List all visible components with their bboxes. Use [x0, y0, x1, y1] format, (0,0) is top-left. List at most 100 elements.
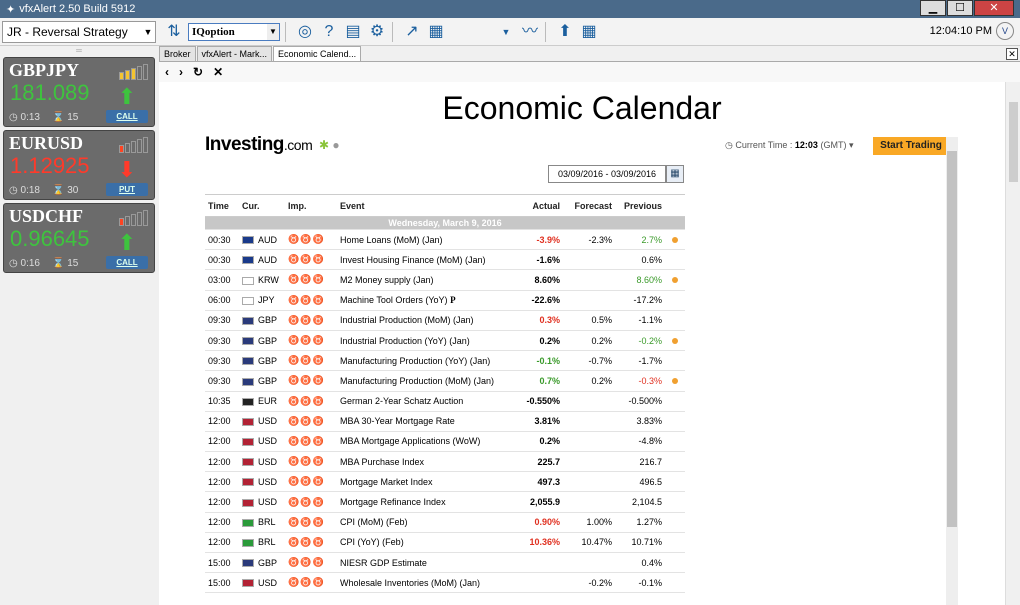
- forward-icon[interactable]: ›: [179, 65, 183, 79]
- cell-event[interactable]: Invest Housing Finance (MoM) (Jan): [337, 249, 523, 271]
- event-name[interactable]: Mortgage Market Index: [340, 476, 433, 487]
- col-event[interactable]: Event: [337, 194, 523, 217]
- signal-call-button[interactable]: CALL: [106, 110, 148, 123]
- chrome-icon[interactable]: ◎: [298, 22, 312, 40]
- event-name[interactable]: Home Loans (MoM) (Jan): [340, 234, 443, 245]
- event-name[interactable]: Invest Housing Finance (MoM) (Jan): [340, 254, 486, 265]
- maximize-button[interactable]: ☐: [947, 0, 973, 16]
- calendar-picker-icon[interactable]: ▦: [666, 165, 684, 183]
- calendar-icon[interactable]: ▦: [428, 22, 444, 40]
- event-name[interactable]: MBA Purchase Index: [340, 456, 425, 467]
- investing-logo[interactable]: Investing.com: [205, 134, 313, 156]
- event-name[interactable]: MBA Mortgage Applications (WoW): [340, 436, 481, 447]
- signal-arrow-icon[interactable]: ↗: [405, 22, 419, 40]
- table-row[interactable]: 10:35 EUR ♉♉♉ German 2-Year Schatz Auction -…: [205, 391, 685, 412]
- cell-event[interactable]: CPI (MoM) (Feb): [337, 512, 523, 533]
- panel-grip-icon[interactable]: ═: [76, 46, 82, 55]
- cell-event[interactable]: Manufacturing Production (YoY) (Jan): [337, 350, 523, 372]
- table-row[interactable]: 12:00 USD ♉♉♉ MBA Mortgage Applications (Wo…: [205, 431, 685, 453]
- vfx-logo-icon[interactable]: V: [996, 22, 1014, 40]
- cell-event[interactable]: Machine Tool Orders (YoY) P: [337, 290, 523, 311]
- settings-icon[interactable]: ⚙: [369, 22, 385, 40]
- col-time[interactable]: Time: [205, 194, 239, 217]
- event-name[interactable]: Wholesale Inventories (MoM) (Jan): [340, 577, 481, 588]
- table-row[interactable]: 03:00 KRW ♉♉♉ M2 Money supply (Jan) 8.60% 8.6…: [205, 269, 685, 291]
- broker-select[interactable]: IQoption ▼: [188, 22, 280, 41]
- cell-event[interactable]: MBA Purchase Index: [337, 451, 523, 473]
- col-forecast[interactable]: Forecast: [563, 194, 615, 217]
- table-row[interactable]: 09:30 GBP ♉♉♉ Manufacturing Production (MoM…: [205, 370, 685, 392]
- table-row[interactable]: 12:00 USD ♉♉♉ Mortgage Market Index 497.3 496…: [205, 471, 685, 493]
- table-row[interactable]: 12:00 USD ♉♉♉ MBA 30-Year Mortgage Rate 3.81…: [205, 411, 685, 432]
- cell-event[interactable]: Mortgage Market Index: [337, 471, 523, 493]
- minimize-button[interactable]: ▁: [920, 0, 946, 16]
- event-name[interactable]: CPI (YoY) (Feb): [340, 537, 404, 548]
- signal-card-eurusd[interactable]: EURUSD 1.12925 ⬇ ◷ 0:18 ⌛ 30 PUT: [3, 130, 155, 200]
- signal-card-gbpjpy[interactable]: GBPJPY 181.089 ⬆ ◷ 0:13 ⌛ 15 CALL: [3, 57, 155, 127]
- event-name[interactable]: MBA 30-Year Mortgage Rate: [340, 416, 455, 427]
- signal-call-button[interactable]: CALL: [106, 256, 148, 269]
- back-icon[interactable]: ‹: [165, 65, 169, 79]
- sort-icon[interactable]: ⇅: [167, 22, 181, 40]
- table-row[interactable]: 09:30 GBP ♉♉♉ Industrial Production (YoY) (…: [205, 330, 685, 352]
- stop-icon[interactable]: ✕: [213, 65, 224, 79]
- page-scrollbar[interactable]: [1005, 82, 1020, 605]
- android-icon[interactable]: ✱ ●: [319, 138, 340, 152]
- cell-event[interactable]: M2 Money supply (Jan): [337, 269, 523, 291]
- event-name[interactable]: Industrial Production (YoY) (Jan): [340, 335, 470, 346]
- chevron-down-icon[interactable]: ▼: [501, 26, 511, 37]
- table-row[interactable]: 12:00 BRL ♉♉♉ CPI (MoM) (Feb) 0.90% 1.00% 1.27…: [205, 512, 685, 533]
- close-button[interactable]: ✕: [974, 0, 1014, 16]
- news-icon[interactable]: ▤: [345, 22, 361, 40]
- table-row[interactable]: 12:00 USD ♉♉♉ Mortgage Refinance Index 2,055…: [205, 491, 685, 513]
- upload-icon[interactable]: ⬆: [558, 22, 572, 40]
- grid-icon[interactable]: ▦: [581, 22, 597, 40]
- table-row[interactable]: 15:00 USD ♉♉♉ Wholesale Inventories (MoM) (…: [205, 572, 685, 594]
- event-name[interactable]: Manufacturing Production (YoY) (Jan): [340, 355, 491, 366]
- close-tab-icon[interactable]: ✕: [1006, 48, 1018, 60]
- tab-broker[interactable]: Broker: [159, 46, 196, 61]
- help-icon[interactable]: ?: [324, 22, 334, 40]
- event-name[interactable]: Mortgage Refinance Index: [340, 497, 446, 508]
- strategy-select[interactable]: JR - Reversal Strategy ▼: [2, 20, 156, 43]
- cell-event[interactable]: Industrial Production (MoM) (Jan): [337, 310, 523, 331]
- date-range-field[interactable]: 03/09/2016 - 03/09/2016: [548, 165, 666, 183]
- table-row[interactable]: 12:00 BRL ♉♉♉ CPI (YoY) (Feb) 10.36% 10.47% 10…: [205, 532, 685, 554]
- chart-line-icon[interactable]: 〰: [521, 22, 538, 40]
- cell-event[interactable]: MBA 30-Year Mortgage Rate: [337, 411, 523, 432]
- tab-economic-calendar[interactable]: Economic Calend...: [273, 46, 362, 61]
- cell-event[interactable]: Wholesale Inventories (MoM) (Jan): [337, 572, 523, 594]
- cell-event[interactable]: Mortgage Refinance Index: [337, 491, 523, 513]
- col-currency[interactable]: Cur.: [239, 194, 285, 217]
- event-name[interactable]: M2 Money supply (Jan): [340, 274, 434, 285]
- apple-icon[interactable]: ●: [332, 138, 340, 152]
- scroll-thumb[interactable]: [947, 151, 957, 527]
- cell-event[interactable]: CPI (YoY) (Feb): [337, 532, 523, 554]
- cell-event[interactable]: German 2-Year Schatz Auction: [337, 391, 523, 412]
- start-trading-button[interactable]: Start Trading: [873, 137, 949, 155]
- table-row[interactable]: 15:00 GBP ♉♉♉ NIESR GDP Estimate 0.4%: [205, 552, 685, 574]
- table-row[interactable]: 09:30 GBP ♉♉♉ Manufacturing Production (YoY…: [205, 350, 685, 372]
- event-name[interactable]: CPI (MoM) (Feb): [340, 517, 408, 528]
- table-row[interactable]: 12:00 USD ♉♉♉ MBA Purchase Index 225.7 216.7: [205, 451, 685, 473]
- table-row[interactable]: 09:30 GBP ♉♉♉ Industrial Production (MoM) (…: [205, 310, 685, 331]
- tab-market[interactable]: vfxAlert - Mark...: [196, 46, 273, 61]
- refresh-icon[interactable]: ↻: [193, 65, 204, 79]
- timezone[interactable]: (GMT): [820, 140, 847, 150]
- col-actual[interactable]: Actual: [523, 194, 563, 217]
- col-previous[interactable]: Previous: [615, 194, 665, 217]
- event-name[interactable]: Industrial Production (MoM) (Jan): [340, 315, 474, 326]
- cell-event[interactable]: MBA Mortgage Applications (WoW): [337, 431, 523, 453]
- signal-card-usdchf[interactable]: USDCHF 0.96645 ⬆ ◷ 0:16 ⌛ 15 CALL: [3, 203, 155, 273]
- event-name[interactable]: NIESR GDP Estimate: [340, 557, 427, 568]
- cell-event[interactable]: Home Loans (MoM) (Jan): [337, 229, 523, 251]
- table-row[interactable]: 00:30 AUD ♉♉♉ Home Loans (MoM) (Jan) -3.9% -2…: [205, 229, 685, 251]
- calendar-scrollbar[interactable]: [946, 137, 958, 605]
- cell-event[interactable]: Industrial Production (YoY) (Jan): [337, 330, 523, 352]
- table-row[interactable]: 00:30 AUD ♉♉♉ Invest Housing Finance (MoM) …: [205, 249, 685, 271]
- col-importance[interactable]: Imp.: [285, 194, 337, 217]
- signal-put-button[interactable]: PUT: [106, 183, 148, 196]
- table-row[interactable]: 06:00 JPY ♉♉♉ Machine Tool Orders (YoY) P -2…: [205, 290, 685, 311]
- page-scroll-thumb[interactable]: [1009, 102, 1018, 182]
- cell-event[interactable]: NIESR GDP Estimate: [337, 552, 523, 574]
